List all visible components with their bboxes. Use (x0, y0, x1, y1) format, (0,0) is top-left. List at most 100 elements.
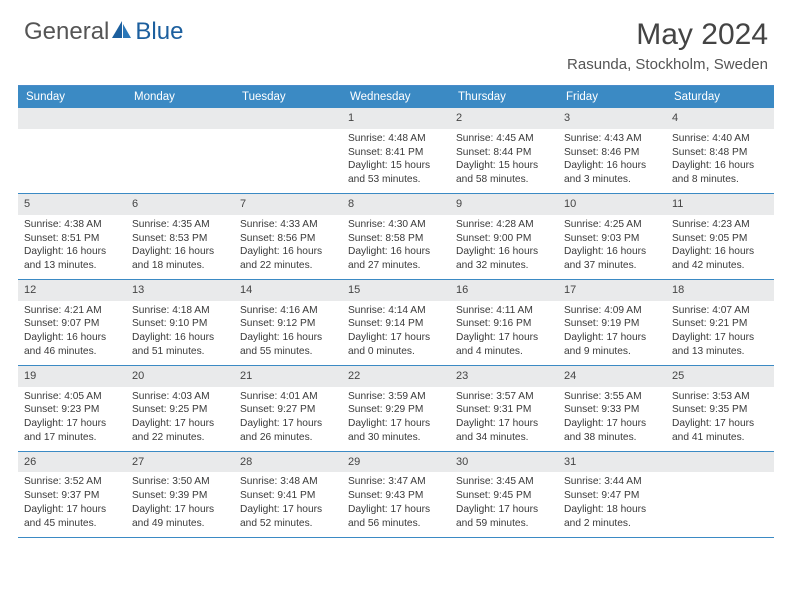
day-number: 14 (234, 280, 342, 301)
day-header-row: Sunday Monday Tuesday Wednesday Thursday… (18, 86, 774, 108)
day-number-empty (126, 108, 234, 129)
sunrise-line: Sunrise: 4:28 AM (456, 218, 552, 232)
day-cell: 24Sunrise: 3:55 AMSunset: 9:33 PMDayligh… (558, 366, 666, 451)
day-cell: 31Sunrise: 3:44 AMSunset: 9:47 PMDayligh… (558, 452, 666, 537)
day-cell: 3Sunrise: 4:43 AMSunset: 8:46 PMDaylight… (558, 108, 666, 193)
sunset-line: Sunset: 9:03 PM (564, 232, 660, 246)
sunset-line: Sunset: 8:58 PM (348, 232, 444, 246)
daylight-line: Daylight: 16 hours and 13 minutes. (24, 245, 120, 273)
week-row: 1Sunrise: 4:48 AMSunset: 8:41 PMDaylight… (18, 108, 774, 194)
day-number: 22 (342, 366, 450, 387)
daylight-line: Daylight: 17 hours and 9 minutes. (564, 331, 660, 359)
sunrise-line: Sunrise: 4:11 AM (456, 304, 552, 318)
day-number: 28 (234, 452, 342, 473)
sunset-line: Sunset: 9:33 PM (564, 403, 660, 417)
day-number: 30 (450, 452, 558, 473)
day-cell (234, 108, 342, 193)
day-info: Sunrise: 4:25 AMSunset: 9:03 PMDaylight:… (558, 218, 666, 273)
daylight-line: Daylight: 17 hours and 0 minutes. (348, 331, 444, 359)
sunset-line: Sunset: 8:56 PM (240, 232, 336, 246)
day-info: Sunrise: 4:23 AMSunset: 9:05 PMDaylight:… (666, 218, 774, 273)
day-number-empty (18, 108, 126, 129)
day-info: Sunrise: 4:07 AMSunset: 9:21 PMDaylight:… (666, 304, 774, 359)
sunrise-line: Sunrise: 4:05 AM (24, 390, 120, 404)
day-cell: 16Sunrise: 4:11 AMSunset: 9:16 PMDayligh… (450, 280, 558, 365)
sunrise-line: Sunrise: 3:55 AM (564, 390, 660, 404)
week-row: 26Sunrise: 3:52 AMSunset: 9:37 PMDayligh… (18, 452, 774, 538)
sunset-line: Sunset: 9:12 PM (240, 317, 336, 331)
day-number: 26 (18, 452, 126, 473)
sunset-line: Sunset: 9:14 PM (348, 317, 444, 331)
daylight-line: Daylight: 17 hours and 4 minutes. (456, 331, 552, 359)
location-subtitle: Rasunda, Stockholm, Sweden (567, 56, 768, 73)
day-info: Sunrise: 4:28 AMSunset: 9:00 PMDaylight:… (450, 218, 558, 273)
day-cell: 10 Sunrise: 4:25 AMSunset: 9:03 PMDayligh… (558, 194, 666, 279)
sunrise-line: Sunrise: 4:03 AM (132, 390, 228, 404)
day-info: Sunrise: 4:21 AMSunset: 9:07 PMDaylight:… (18, 304, 126, 359)
day-number: 10 (558, 194, 666, 215)
day-cell: 25Sunrise: 3:53 AMSunset: 9:35 PMDayligh… (666, 366, 774, 451)
day-cell: 12Sunrise: 4:21 AMSunset: 9:07 PMDayligh… (18, 280, 126, 365)
day-header: Sunday (18, 86, 126, 108)
sunrise-line: Sunrise: 4:21 AM (24, 304, 120, 318)
daylight-line: Daylight: 16 hours and 46 minutes. (24, 331, 120, 359)
day-info: Sunrise: 4:14 AMSunset: 9:14 PMDaylight:… (342, 304, 450, 359)
day-cell (666, 452, 774, 537)
sunset-line: Sunset: 8:41 PM (348, 146, 444, 160)
title-block: May 2024 Rasunda, Stockholm, Sweden (567, 18, 768, 73)
day-number: 11 (666, 194, 774, 215)
day-info: Sunrise: 4:38 AMSunset: 8:51 PMDaylight:… (18, 218, 126, 273)
header: General Blue May 2024 Rasunda, Stockholm… (0, 0, 792, 79)
day-cell (126, 108, 234, 193)
day-info: Sunrise: 3:50 AMSunset: 9:39 PMDaylight:… (126, 475, 234, 530)
daylight-line: Daylight: 17 hours and 45 minutes. (24, 503, 120, 531)
sail-icon (111, 20, 133, 45)
logo: General Blue (24, 18, 183, 46)
day-cell: 29Sunrise: 3:47 AMSunset: 9:43 PMDayligh… (342, 452, 450, 537)
sunset-line: Sunset: 8:53 PM (132, 232, 228, 246)
week-row: 12Sunrise: 4:21 AMSunset: 9:07 PMDayligh… (18, 280, 774, 366)
day-info: Sunrise: 3:59 AMSunset: 9:29 PMDaylight:… (342, 390, 450, 445)
sunrise-line: Sunrise: 3:48 AM (240, 475, 336, 489)
sunrise-line: Sunrise: 4:33 AM (240, 218, 336, 232)
day-header: Wednesday (342, 86, 450, 108)
day-info: Sunrise: 4:09 AMSunset: 9:19 PMDaylight:… (558, 304, 666, 359)
sunset-line: Sunset: 9:35 PM (672, 403, 768, 417)
sunrise-line: Sunrise: 4:48 AM (348, 132, 444, 146)
sunrise-line: Sunrise: 4:45 AM (456, 132, 552, 146)
page-title: May 2024 (567, 18, 768, 52)
day-info: Sunrise: 4:16 AMSunset: 9:12 PMDaylight:… (234, 304, 342, 359)
daylight-line: Daylight: 16 hours and 27 minutes. (348, 245, 444, 273)
day-number-empty (234, 108, 342, 129)
daylight-line: Daylight: 17 hours and 41 minutes. (672, 417, 768, 445)
day-number: 25 (666, 366, 774, 387)
day-info: Sunrise: 4:05 AMSunset: 9:23 PMDaylight:… (18, 390, 126, 445)
day-cell: 15Sunrise: 4:14 AMSunset: 9:14 PMDayligh… (342, 280, 450, 365)
sunset-line: Sunset: 9:25 PM (132, 403, 228, 417)
sunset-line: Sunset: 8:46 PM (564, 146, 660, 160)
week-row: 5Sunrise: 4:38 AMSunset: 8:51 PMDaylight… (18, 194, 774, 280)
daylight-line: Daylight: 17 hours and 52 minutes. (240, 503, 336, 531)
day-info: Sunrise: 3:48 AMSunset: 9:41 PMDaylight:… (234, 475, 342, 530)
day-info: Sunrise: 4:35 AMSunset: 8:53 PMDaylight:… (126, 218, 234, 273)
day-info: Sunrise: 3:55 AMSunset: 9:33 PMDaylight:… (558, 390, 666, 445)
day-info: Sunrise: 3:52 AMSunset: 9:37 PMDaylight:… (18, 475, 126, 530)
day-cell: 21Sunrise: 4:01 AMSunset: 9:27 PMDayligh… (234, 366, 342, 451)
sunset-line: Sunset: 9:19 PM (564, 317, 660, 331)
day-header: Thursday (450, 86, 558, 108)
sunrise-line: Sunrise: 4:38 AM (24, 218, 120, 232)
day-number: 16 (450, 280, 558, 301)
day-info: Sunrise: 4:45 AMSunset: 8:44 PMDaylight:… (450, 132, 558, 187)
daylight-line: Daylight: 17 hours and 22 minutes. (132, 417, 228, 445)
daylight-line: Daylight: 18 hours and 2 minutes. (564, 503, 660, 531)
day-number: 20 (126, 366, 234, 387)
day-cell: 13Sunrise: 4:18 AMSunset: 9:10 PMDayligh… (126, 280, 234, 365)
day-cell: 8Sunrise: 4:30 AMSunset: 8:58 PMDaylight… (342, 194, 450, 279)
sunset-line: Sunset: 9:37 PM (24, 489, 120, 503)
day-number: 31 (558, 452, 666, 473)
sunset-line: Sunset: 9:39 PM (132, 489, 228, 503)
day-cell: 6Sunrise: 4:35 AMSunset: 8:53 PMDaylight… (126, 194, 234, 279)
sunrise-line: Sunrise: 4:43 AM (564, 132, 660, 146)
sunrise-line: Sunrise: 4:07 AM (672, 304, 768, 318)
week-row: 19Sunrise: 4:05 AMSunset: 9:23 PMDayligh… (18, 366, 774, 452)
